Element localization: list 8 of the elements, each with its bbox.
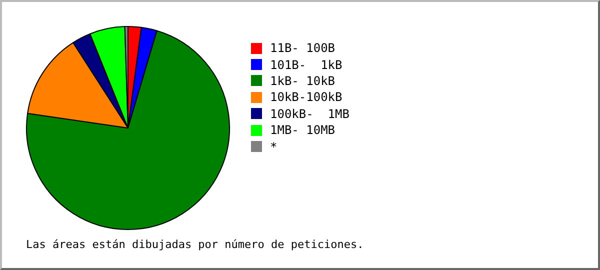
legend-label: 11B- 100B xyxy=(270,41,336,56)
legend-label: 100kB- 1MB xyxy=(270,106,350,121)
legend-label: 1kB- 10kB xyxy=(270,74,336,88)
legend-label: 10kB-100kB xyxy=(270,90,342,104)
legend-label: * xyxy=(270,140,278,154)
text: Las áreas están dibujadas por número de peticiones. xyxy=(26,238,364,251)
legend-label: 101B- 1kB xyxy=(270,58,342,72)
legend-label: 1MB- 10MB xyxy=(270,123,336,138)
